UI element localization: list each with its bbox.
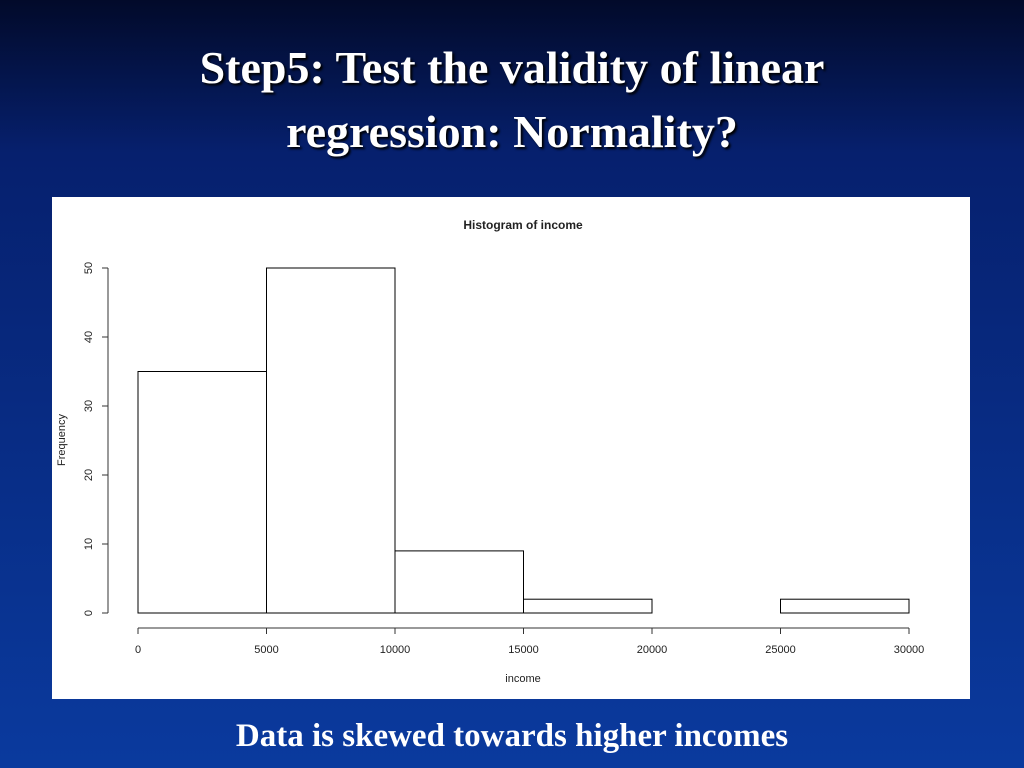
bar bbox=[780, 598, 910, 614]
x-tick-label: 25000 bbox=[765, 644, 796, 656]
x-tick-label: 5000 bbox=[254, 644, 278, 656]
y-tick-label: 50 bbox=[83, 262, 95, 274]
x-axis-label: income bbox=[505, 673, 540, 685]
slide-title: Step5: Test the validity of linear regre… bbox=[199, 42, 825, 157]
bar bbox=[523, 598, 653, 614]
chart: Histogram of income income Frequency 0 10… bbox=[52, 197, 970, 699]
y-tick-label: 40 bbox=[83, 331, 95, 343]
bar bbox=[137, 371, 267, 614]
caption: Data is skewed towards higher incomes bbox=[235, 718, 789, 754]
bar bbox=[394, 550, 524, 614]
y-tick-label: 0 bbox=[83, 610, 95, 616]
x-tick-label: 30000 bbox=[894, 644, 925, 656]
x-tick-label: 20000 bbox=[637, 644, 668, 656]
bar bbox=[266, 267, 396, 614]
y-tick-label: 30 bbox=[83, 400, 95, 412]
y-axis-label: Frequency bbox=[56, 414, 68, 466]
y-tick-label: 20 bbox=[83, 469, 95, 481]
x-tick-label: 15000 bbox=[508, 644, 539, 656]
chart-title: Histogram of income bbox=[463, 218, 583, 232]
y-tick-label: 10 bbox=[83, 538, 95, 550]
x-tick-label: 10000 bbox=[380, 644, 411, 656]
x-tick-label: 0 bbox=[135, 644, 141, 656]
